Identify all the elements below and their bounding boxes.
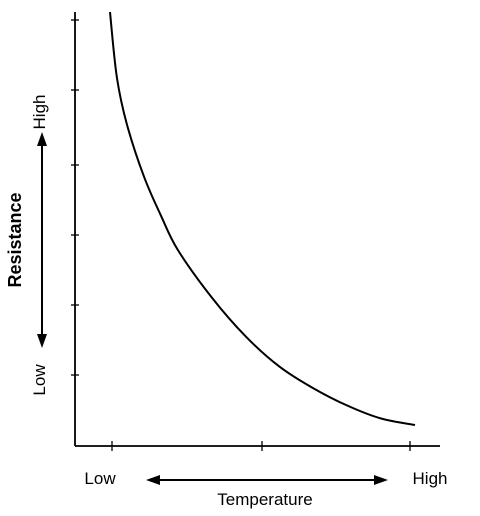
x-low-label: Low [84,469,116,488]
x-double-arrow [146,475,388,485]
y-axis-label: Resistance [5,192,25,287]
y-high-label: High [30,95,49,130]
y-double-arrow [37,132,47,348]
x-high-label: High [413,469,448,488]
resistance-curve [109,11,416,426]
x-ticks [111,441,411,451]
y-low-label: Low [30,364,49,396]
x-axis-label: Temperature [217,490,312,509]
y-ticks [71,19,79,376]
